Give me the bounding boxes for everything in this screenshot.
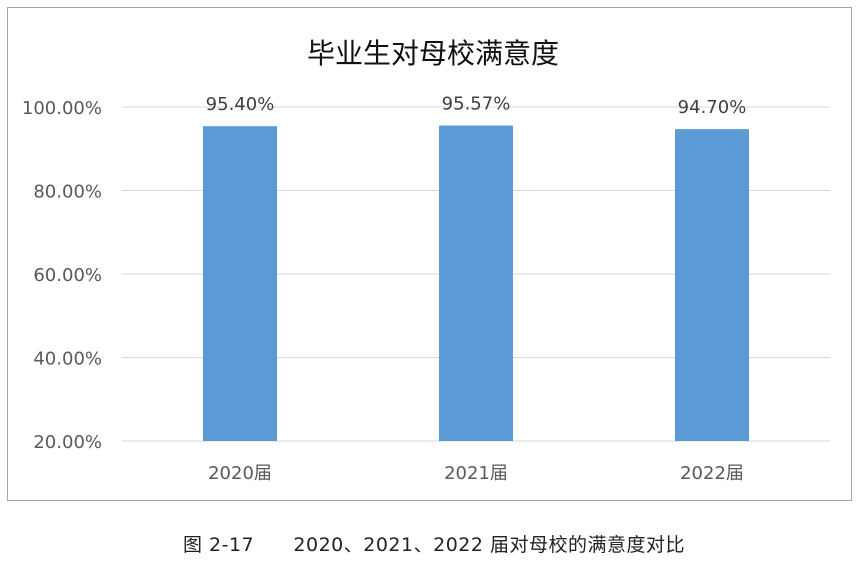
data-label: 95.40%	[206, 94, 275, 115]
y-tick-label: 20.00%	[33, 432, 102, 453]
chart-title: 毕业生对母校满意度	[307, 37, 559, 70]
figure-caption: 图 2-17 2020、2021、2022 届对母校的满意度对比	[0, 530, 868, 557]
figure-number: 图 2-17	[182, 534, 255, 556]
bar	[675, 129, 749, 441]
data-label: 95.57%	[442, 93, 511, 114]
bar	[439, 125, 513, 442]
y-tick-label: 60.00%	[33, 265, 102, 286]
y-tick-label: 80.00%	[33, 182, 102, 203]
bar	[203, 126, 277, 441]
y-tick-label: 100.00%	[22, 98, 102, 119]
figure-caption-text: 2020、2021、2022 届对母校的满意度对比	[293, 534, 686, 556]
x-tick-label: 2022届	[680, 463, 744, 484]
y-tick-label: 40.00%	[33, 349, 102, 370]
bar-chart: 毕业生对母校满意度 20.00% 40.00% 60.00% 80.00% 100.00…	[22, 37, 830, 484]
x-tick-label: 2020届	[208, 463, 272, 484]
x-tick-label: 2021届	[444, 463, 508, 484]
data-label: 94.70%	[678, 97, 747, 118]
